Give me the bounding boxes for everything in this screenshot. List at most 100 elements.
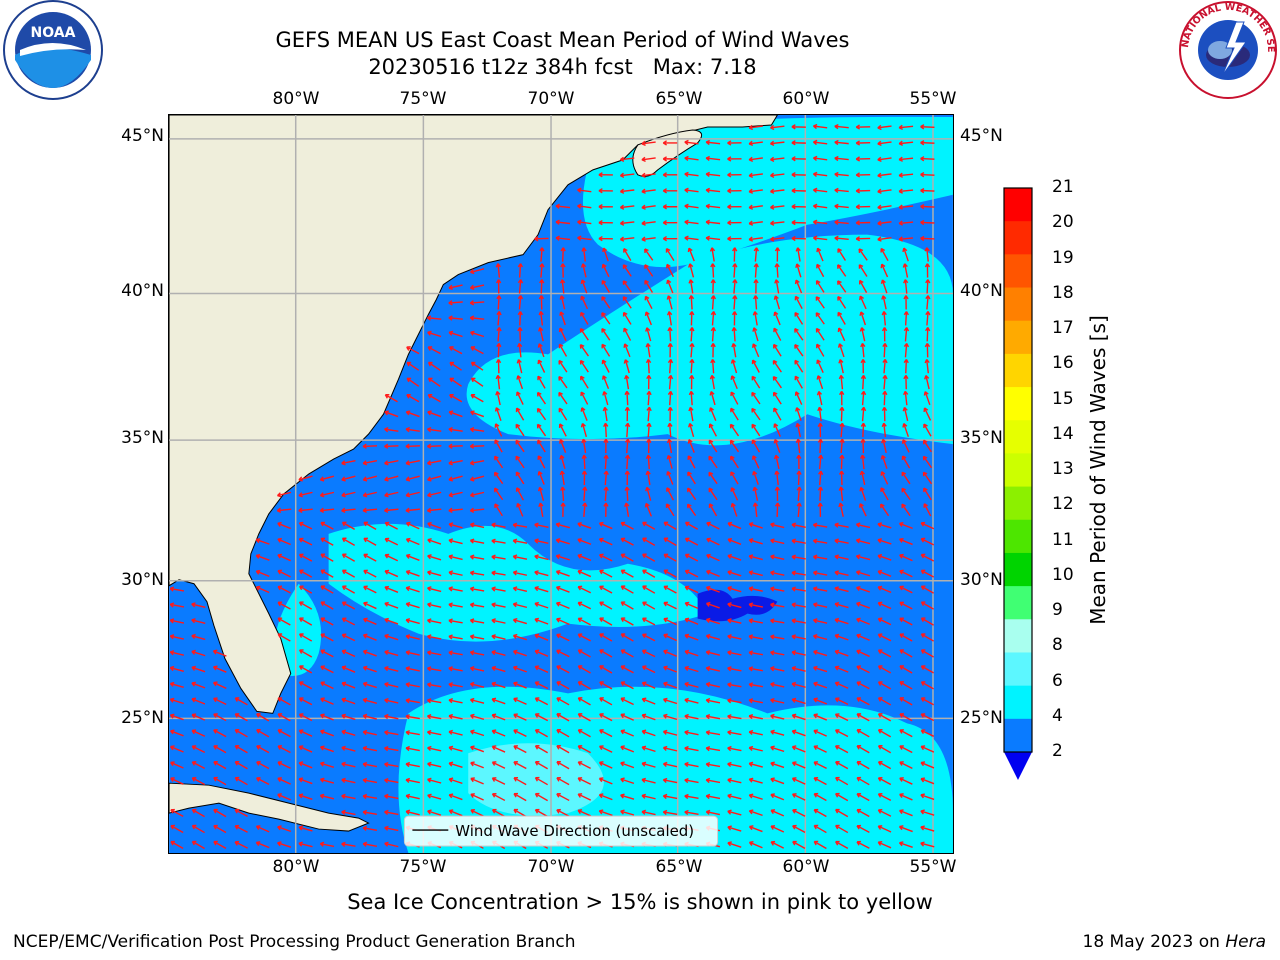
wave-direction-arrow [662, 172, 678, 178]
wave-direction-arrow [362, 793, 378, 800]
wave-direction-arrow [752, 470, 759, 485]
wave-direction-arrow [470, 346, 484, 355]
colorbar-segment [1004, 619, 1032, 653]
wave-direction-arrow [686, 503, 697, 517]
wave-direction-arrow [470, 393, 484, 403]
wave-direction-arrow [577, 617, 591, 626]
wave-direction-arrow [727, 666, 742, 672]
wave-direction-arrow [470, 361, 484, 371]
wave-direction-arrow [298, 507, 313, 513]
wave-direction-arrow [624, 438, 631, 454]
wave-direction-arrow [791, 650, 806, 656]
wave-direction-arrow [813, 729, 827, 737]
wave-direction-arrow [752, 327, 759, 342]
wave-direction-arrow [405, 569, 420, 577]
wave-direction-arrow [727, 698, 742, 704]
wave-direction-arrow [730, 455, 739, 469]
wave-direction-arrow [855, 204, 871, 210]
wave-direction-arrow [623, 248, 632, 261]
wave-direction-arrow [406, 393, 420, 403]
wave-direction-arrow [169, 602, 185, 608]
wave-direction-arrow [599, 585, 613, 594]
wave-direction-arrow [877, 124, 892, 131]
wave-direction-arrow [469, 618, 485, 624]
wave-direction-arrow [666, 438, 673, 454]
wave-direction-arrow [645, 454, 652, 470]
wave-direction-arrow [448, 793, 463, 801]
wave-direction-arrow [877, 649, 892, 658]
wave-direction-arrow [791, 713, 806, 721]
wave-direction-arrow [362, 475, 377, 482]
wave-direction-arrow [598, 761, 613, 769]
wave-direction-arrow [577, 601, 592, 610]
wave-direction-arrow [427, 777, 442, 784]
wave-direction-arrow [920, 713, 935, 722]
wave-direction-arrow [662, 809, 678, 816]
wave-direction-arrow [517, 342, 523, 358]
nws-logo: NATIONAL WEATHER SERVICE [1178, 0, 1277, 99]
colorbar-segment [1004, 221, 1032, 255]
wave-direction-arrow [816, 247, 824, 262]
wave-direction-arrow [860, 406, 867, 422]
wave-direction-arrow [667, 343, 673, 358]
wave-direction-arrow [341, 649, 356, 658]
lon-label-top: 55°W [909, 89, 957, 109]
wave-direction-arrow [856, 601, 871, 609]
wave-direction-arrow [426, 634, 442, 640]
wave-direction-arrow [623, 327, 632, 341]
wave-direction-arrow [448, 315, 463, 321]
wave-direction-arrow [405, 443, 420, 449]
wave-direction-arrow [384, 825, 399, 832]
wave-direction-arrow [880, 471, 889, 485]
wave-direction-arrow [320, 745, 334, 753]
wave-direction-arrow [903, 279, 909, 294]
wave-direction-arrow [860, 342, 866, 358]
wave-direction-arrow [899, 729, 913, 738]
wave-direction-arrow [555, 554, 570, 561]
wave-direction-arrow [448, 554, 463, 561]
wave-direction-arrow [748, 745, 763, 752]
wave-direction-arrow [534, 808, 548, 818]
wave-direction-arrow [898, 825, 913, 833]
wave-direction-arrow [813, 840, 827, 850]
wave-direction-arrow [882, 342, 888, 358]
wave-direction-arrow [770, 634, 785, 640]
wave-direction-arrow [705, 187, 721, 193]
wave-direction-arrow [384, 537, 399, 546]
wave-direction-arrow [791, 554, 806, 560]
colorbar-segment [1004, 552, 1032, 587]
wave-direction-arrow [298, 745, 313, 753]
wave-direction-arrow [405, 714, 420, 720]
wave-direction-arrow [901, 503, 911, 517]
wave-direction-arrow [791, 697, 806, 705]
wave-direction-arrow [362, 713, 377, 720]
wave-direction-arrow [727, 156, 742, 162]
wave-direction-arrow [384, 666, 399, 672]
wave-direction-arrow [405, 553, 420, 561]
wave-direction-arrow [448, 761, 463, 768]
wave-direction-arrow [732, 263, 738, 278]
wave-direction-arrow [642, 537, 656, 546]
wave-direction-arrow [556, 792, 570, 802]
wave-direction-arrow [899, 793, 913, 801]
wave-direction-arrow [405, 521, 420, 530]
wave-direction-arrow [922, 439, 932, 453]
wave-direction-arrow [426, 459, 442, 466]
wave-direction-arrow [213, 824, 227, 834]
wave-direction-arrow [796, 486, 802, 502]
colorbar-segment [1004, 453, 1032, 488]
wave-direction-arrow [666, 295, 673, 310]
wave-direction-arrow [920, 633, 934, 642]
wave-direction-arrow [834, 649, 849, 657]
wave-direction-arrow [817, 486, 824, 501]
colorbar-tick-label: 21 [1052, 177, 1074, 197]
wave-direction-arrow [791, 586, 806, 592]
wave-direction-arrow [881, 422, 887, 438]
wave-direction-arrow [792, 840, 806, 850]
wave-direction-arrow [581, 454, 587, 470]
wave-direction-arrow [791, 729, 806, 737]
wave-direction-arrow [731, 343, 737, 358]
wave-direction-arrow [515, 439, 525, 453]
wave-direction-arrow [644, 502, 653, 517]
wave-direction-arrow [534, 744, 548, 754]
